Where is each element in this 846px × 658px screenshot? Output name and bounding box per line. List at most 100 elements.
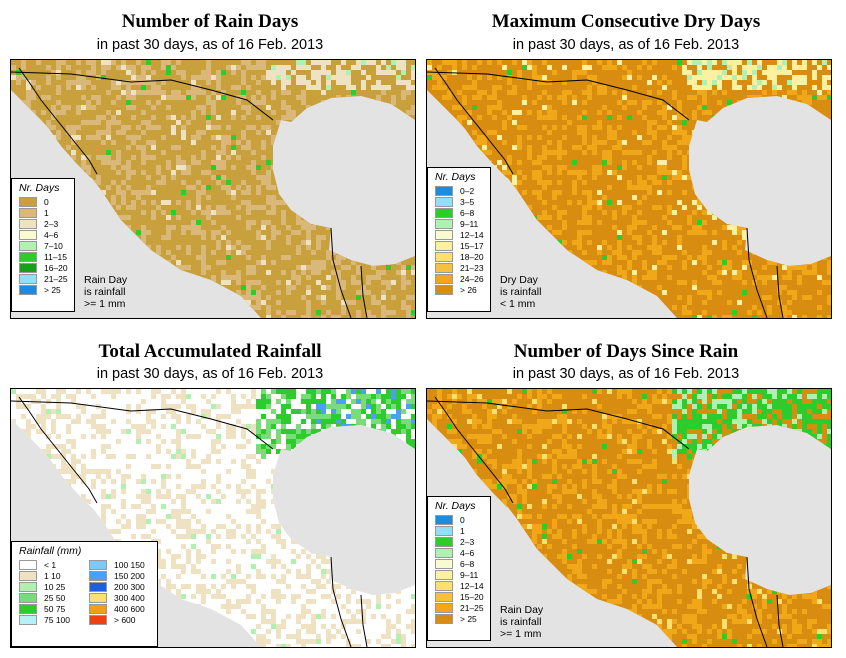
panel2-legend-title: Nr. Days bbox=[435, 171, 476, 183]
legend-label: 1 10 bbox=[44, 570, 61, 581]
panel4-note: Rain Day is rainfall >= 1 mm bbox=[500, 604, 543, 640]
legend-swatch bbox=[19, 581, 37, 592]
panel2-note-line3: < 1 mm bbox=[500, 298, 536, 310]
legend-swatch bbox=[19, 592, 37, 603]
legend-entry: 15–17 bbox=[428, 240, 490, 251]
legend-swatch bbox=[19, 559, 37, 570]
panel1-legend-title: Nr. Days bbox=[19, 182, 60, 194]
legend-entry: 50 75 bbox=[12, 603, 82, 614]
legend-swatch bbox=[435, 569, 453, 580]
legend-label: 100 150 bbox=[114, 559, 145, 570]
legend-swatch bbox=[19, 614, 37, 625]
panel4-title: Number of Days Since Rain bbox=[513, 341, 739, 362]
legend-entry: 1 bbox=[428, 525, 490, 536]
legend-label: 7–10 bbox=[44, 240, 63, 251]
legend-swatch bbox=[435, 558, 453, 569]
legend-swatch bbox=[89, 570, 107, 581]
legend-swatch bbox=[435, 613, 453, 624]
legend-swatch bbox=[19, 570, 37, 581]
border-line bbox=[360, 265, 368, 318]
legend-label: 10 25 bbox=[44, 581, 66, 592]
legend-label: < 1 bbox=[44, 559, 57, 570]
legend-entry: 9–11 bbox=[428, 569, 490, 580]
panel2-legend: Nr. Days 0–2 3–5 6–8 9–11 12–14 15–17 18–20 21–… bbox=[427, 167, 491, 312]
legend-swatch bbox=[435, 591, 453, 602]
legend-entry: 7–10 bbox=[12, 240, 74, 251]
legend-label: 300 400 bbox=[114, 592, 145, 603]
panel1-title: Number of Rain Days bbox=[121, 11, 299, 32]
legend-label: 400 600 bbox=[114, 603, 145, 614]
legend-swatch bbox=[89, 603, 107, 614]
legend-label: 25 50 bbox=[44, 592, 66, 603]
panel4-map bbox=[426, 388, 832, 648]
legend-label: 1 bbox=[44, 207, 49, 218]
border-line bbox=[776, 265, 784, 318]
legend-entry: 15–20 bbox=[428, 591, 490, 602]
panel1-subtitle: in past 30 days, as of 16 Feb. 2013 bbox=[96, 37, 324, 53]
legend-label: 21–25 bbox=[460, 602, 484, 613]
legend-entry: 1 bbox=[12, 207, 74, 218]
legend-swatch bbox=[435, 229, 453, 240]
legend-swatch bbox=[89, 581, 107, 592]
legend-swatch bbox=[435, 547, 453, 558]
legend-label: 21–25 bbox=[44, 273, 68, 284]
legend-swatch bbox=[435, 536, 453, 547]
border-line bbox=[360, 594, 368, 647]
legend-entry: < 1 bbox=[12, 559, 82, 570]
border-line bbox=[330, 556, 352, 647]
legend-label: 15–17 bbox=[460, 240, 484, 251]
legend-swatch bbox=[435, 284, 453, 295]
panel2-note: Dry Day is rainfall < 1 mm bbox=[500, 274, 541, 310]
legend-swatch bbox=[435, 207, 453, 218]
legend-entry: 300 400 bbox=[82, 592, 145, 603]
legend-swatch bbox=[19, 251, 37, 262]
legend-label: 2–3 bbox=[44, 218, 59, 229]
legend-label: 3–5 bbox=[460, 196, 475, 207]
legend-entry: 6–8 bbox=[428, 558, 490, 569]
panel4-note-line3: >= 1 mm bbox=[500, 628, 542, 640]
border-line bbox=[18, 67, 98, 175]
legend-label: 12–14 bbox=[460, 229, 484, 240]
legend-label: 18–20 bbox=[460, 251, 484, 262]
legend-label: 15–20 bbox=[460, 591, 484, 602]
panel4-note-line1: Rain Day bbox=[500, 604, 544, 616]
legend-swatch bbox=[19, 284, 37, 295]
legend-entry: > 26 bbox=[428, 284, 490, 295]
legend-swatch bbox=[435, 273, 453, 284]
legend-entry: 200 300 bbox=[82, 581, 145, 592]
panel2-note-line2: is rainfall bbox=[500, 286, 542, 298]
border-line bbox=[330, 227, 352, 318]
legend-label: 0 bbox=[44, 196, 49, 207]
legend-entry: 25 50 bbox=[12, 592, 82, 603]
legend-label: > 25 bbox=[460, 613, 477, 624]
panel2-map-svg bbox=[427, 60, 831, 318]
panel1-note: Rain Day is rainfall >= 1 mm bbox=[84, 274, 127, 310]
border-line bbox=[746, 556, 768, 647]
legend-entry: 1 10 bbox=[12, 570, 82, 581]
legend-entry: 10 25 bbox=[12, 581, 82, 592]
legend-entry: > 25 bbox=[428, 613, 490, 624]
legend-entry: 18–20 bbox=[428, 251, 490, 262]
legend-label: 200 300 bbox=[114, 581, 145, 592]
legend-entry: 11–15 bbox=[12, 251, 74, 262]
border-line bbox=[434, 67, 514, 175]
legend-label: > 25 bbox=[44, 284, 61, 295]
legend-entry: 150 200 bbox=[82, 570, 145, 581]
border-line bbox=[776, 594, 784, 647]
panel2-note-line1: Dry Day bbox=[500, 274, 538, 286]
panel1-note-line3: >= 1 mm bbox=[84, 298, 126, 310]
legend-swatch bbox=[19, 273, 37, 284]
legend-entry: > 600 bbox=[82, 614, 145, 625]
legend-entry: 24–26 bbox=[428, 273, 490, 284]
border-line bbox=[427, 71, 690, 121]
legend-swatch bbox=[435, 185, 453, 196]
legend-label: 2–3 bbox=[460, 536, 475, 547]
legend-swatch bbox=[19, 196, 37, 207]
legend-label: 21–23 bbox=[460, 262, 484, 273]
legend-label: 6–8 bbox=[460, 207, 475, 218]
legend-swatch bbox=[19, 207, 37, 218]
panel3-map bbox=[10, 388, 416, 648]
panel4-legend-title: Nr. Days bbox=[435, 500, 476, 512]
